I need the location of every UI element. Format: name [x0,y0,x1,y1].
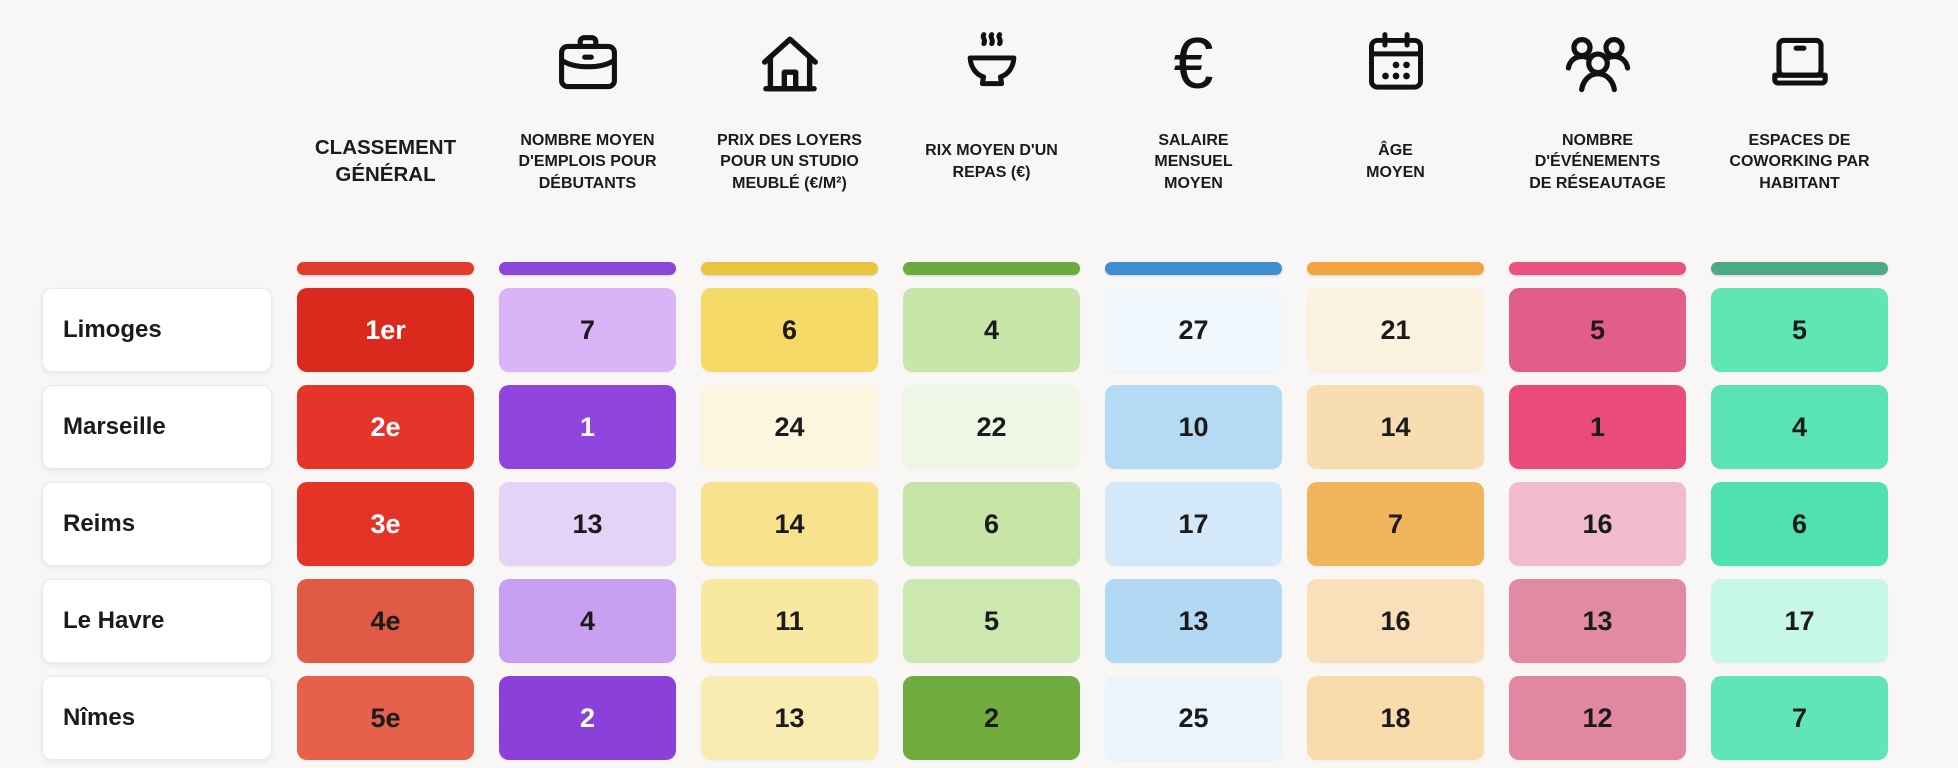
value-cell: 13 [1509,579,1686,663]
value-cell: 17 [1711,579,1888,663]
table-row: Reims 3e 13 14 6 17 7 16 6 [42,482,1958,566]
table-row: Marseille 2e 1 24 22 10 14 1 4 [42,385,1958,469]
value-cell: 16 [1307,579,1484,663]
column-header: RIX MOYEN D'UN REPAS (€) [903,26,1080,275]
soup-bowl-icon [957,26,1027,122]
briefcase-icon [552,26,624,122]
value-cell: 13 [1105,579,1282,663]
value-cell: 22 [903,385,1080,469]
value-cell: 11 [701,579,878,663]
column-color-pill [1105,262,1282,275]
value-cell: 25 [1105,676,1282,760]
column-label: SALAIRE MENSUEL MOYEN [1154,131,1233,192]
city-label-card: Nîmes [42,676,272,760]
value-cell: 7 [499,288,676,372]
value-cell: 4 [499,579,676,663]
value-cell: 24 [701,385,878,469]
column-header: PRIX DES LOYERS POUR UN STUDIO MEUBLÉ (€… [701,26,878,275]
column-color-pill [903,262,1080,275]
people-group-icon [1559,26,1637,122]
city-label-card: Limoges [42,288,272,372]
table-row: Limoges 1er 7 6 4 27 21 5 5 [42,288,1958,372]
value-cell: 12 [1509,676,1686,760]
value-cell: 2 [903,676,1080,760]
column-header: CLASSEMENT GÉNÉRAL [297,26,474,275]
column-color-pill [1711,262,1888,275]
column-header: NOMBRE MOYEN D'EMPLOIS POUR DÉBUTANTS [499,26,676,275]
euro-glyph: € [1173,24,1214,104]
column-header: ÂGE MOYEN [1307,26,1484,275]
laptop-icon [1763,26,1837,122]
column-color-pill [297,262,474,275]
value-cell: 4 [903,288,1080,372]
value-cell: 5 [1711,288,1888,372]
city-label-card: Marseille [42,385,272,469]
calendar-icon [1361,26,1431,122]
table-row: Nîmes 5e 2 13 2 25 18 12 7 [42,676,1958,760]
column-label: PRIX DES LOYERS POUR UN STUDIO MEUBLÉ (€… [717,131,862,192]
value-cell: 2 [499,676,676,760]
column-label: ÂGE MOYEN [1366,142,1425,181]
value-cell: 17 [1105,482,1282,566]
value-cell: 6 [1711,482,1888,566]
value-cell: 6 [701,288,878,372]
value-cell: 13 [701,676,878,760]
table-row: Le Havre 4e 4 11 5 13 16 13 17 [42,579,1958,663]
value-cell: 7 [1307,482,1484,566]
value-cell: 21 [1307,288,1484,372]
column-color-pill [701,262,878,275]
column-label: NOMBRE MOYEN D'EMPLOIS POUR DÉBUTANTS [518,131,657,192]
value-cell: 4e [297,579,474,663]
value-cell: 6 [903,482,1080,566]
city-label-card: Reims [42,482,272,566]
column-header: NOMBRE D'ÉVÉNEMENTS DE RÉSEAUTAGE [1509,26,1686,275]
value-cell: 1 [499,385,676,469]
table-body: Limoges 1er 7 6 4 27 21 5 5 Marseille 2e 1 24 22 10 14 1… [42,288,1958,760]
column-header: € SALAIRE MENSUEL MOYEN [1105,26,1282,275]
city-label-card: Le Havre [42,579,272,663]
house-icon [752,26,828,122]
value-cell: 14 [701,482,878,566]
value-cell: 4 [1711,385,1888,469]
value-cell: 5e [297,676,474,760]
value-cell: 5 [903,579,1080,663]
column-label: NOMBRE D'ÉVÉNEMENTS DE RÉSEAUTAGE [1529,131,1666,192]
value-cell: 18 [1307,676,1484,760]
euro-icon: € [1173,26,1213,122]
table-header: CLASSEMENT GÉNÉRAL NOMBRE MOYEN D'EMPLOIS… [42,26,1958,275]
value-cell: 1 [1509,385,1686,469]
value-cell: 1er [297,288,474,372]
column-color-pill [499,262,676,275]
column-color-pill [1509,262,1686,275]
value-cell: 3e [297,482,474,566]
column-color-pill [1307,262,1484,275]
header-corner-spacer [42,26,272,275]
column-label: CLASSEMENT GÉNÉRAL [314,136,457,186]
column-header: ESPACES DE COWORKING PAR HABITANT [1711,26,1888,275]
value-cell: 13 [499,482,676,566]
column-label: RIX MOYEN D'UN REPAS (€) [925,142,1058,181]
value-cell: 27 [1105,288,1282,372]
column-label: ESPACES DE COWORKING PAR HABITANT [1729,131,1870,192]
value-cell: 10 [1105,385,1282,469]
value-cell: 16 [1509,482,1686,566]
value-cell: 5 [1509,288,1686,372]
value-cell: 7 [1711,676,1888,760]
value-cell: 14 [1307,385,1484,469]
value-cell: 2e [297,385,474,469]
